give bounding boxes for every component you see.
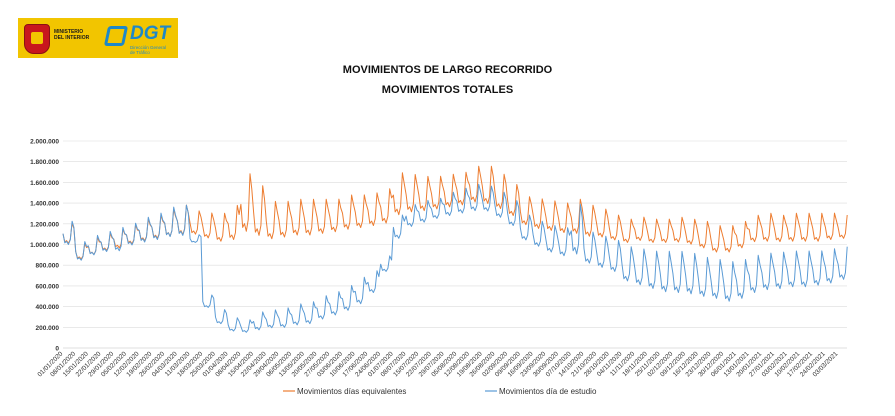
series-line-estudio — [62, 183, 848, 333]
y-tick-label: 1.200.000 — [30, 221, 59, 228]
y-tick-label: 2.000.000 — [30, 139, 59, 146]
y-tick-label: 1.800.000 — [30, 159, 59, 166]
coat-of-arms-icon — [24, 24, 50, 54]
chart-subtitle: MOVIMIENTOS TOTALES — [381, 84, 514, 96]
chart-title: MOVIMIENTOS DE LARGO RECORRIDO — [342, 64, 553, 76]
y-tick-label: 400.000 — [36, 304, 60, 311]
y-tick-label: 200.000 — [36, 325, 60, 332]
dgt-wordmark: DGT — [130, 23, 171, 44]
dgt-subtitle: Dirección General de Tráfico — [130, 45, 167, 55]
legend-label: Movimientos días equivalentes — [297, 387, 406, 396]
ministry-logo: MINISTERIO DEL INTERIOR — [22, 22, 96, 54]
y-tick-label: 1.000.000 — [30, 242, 59, 249]
dgt-logo: DGT Dirección General de Tráfico — [103, 22, 178, 55]
ministry-name: MINISTERIO DEL INTERIOR — [54, 29, 90, 41]
legend-label: Movimientos día de estudio — [499, 387, 597, 396]
y-tick-label: 0 — [55, 346, 59, 353]
y-tick-label: 1.600.000 — [30, 180, 59, 187]
y-tick-label: 1.400.000 — [30, 201, 59, 208]
series-line-equivalentes — [62, 165, 848, 260]
y-tick-label: 600.000 — [36, 283, 60, 290]
y-tick-label: 800.000 — [36, 263, 60, 270]
